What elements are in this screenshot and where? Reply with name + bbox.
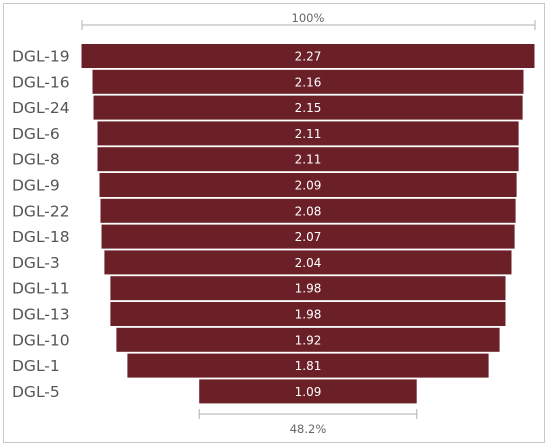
category-label: DGL-9 [12, 177, 60, 195]
funnel-bar-dgl-3[interactable] [104, 250, 512, 275]
category-label: DGL-6 [12, 125, 60, 143]
funnel-bar-dgl-11[interactable] [110, 276, 506, 301]
bar-value-label: 2.15 [295, 101, 322, 115]
funnel-bar-dgl-9[interactable] [99, 173, 517, 197]
funnel-bar-dgl-1[interactable] [127, 353, 489, 378]
bar-value-label: 2.11 [295, 127, 322, 141]
category-label: DGL-1 [12, 357, 60, 375]
funnel-bar-dgl-19[interactable] [81, 44, 535, 68]
funnel-bar-dgl-5[interactable] [199, 379, 417, 404]
bar-value-label: 2.08 [295, 204, 322, 218]
funnel-bar-dgl-10[interactable] [116, 327, 500, 352]
category-label: DGL-11 [12, 280, 70, 298]
category-label: DGL-18 [12, 228, 70, 246]
funnel-bar-dgl-22[interactable] [100, 198, 516, 223]
funnel-bar-dgl-24[interactable] [93, 95, 523, 120]
category-label: DGL-22 [12, 202, 70, 220]
category-label: DGL-19 [12, 48, 70, 66]
bar-value-label: 1.98 [295, 308, 322, 322]
funnel-bar-dgl-8[interactable] [97, 147, 519, 172]
top-percent-label: 100% [292, 11, 325, 25]
bar-value-label: 2.27 [295, 50, 322, 64]
bar-value-label: 1.09 [295, 385, 322, 399]
category-label: DGL-8 [12, 151, 60, 169]
bar-value-label: 2.04 [295, 256, 322, 270]
bar-value-label: 2.11 [295, 153, 322, 167]
bar-value-label: 1.98 [295, 282, 322, 296]
bottom-percent-ruler: 48.2% [198, 409, 418, 436]
bar-value-label: 2.09 [295, 179, 322, 193]
funnel-bar-dgl-13[interactable] [110, 302, 506, 326]
category-label: DGL-10 [12, 331, 70, 349]
category-label: DGL-24 [12, 99, 70, 117]
top-percent-ruler: 100% [81, 11, 536, 30]
category-label: DGL-16 [12, 73, 70, 91]
funnel-bar-dgl-6[interactable] [97, 121, 519, 146]
bar-value-label: 2.16 [295, 75, 322, 89]
bar-value-label: 2.07 [295, 230, 322, 244]
bars-group: 2.27 DGL-19 2.16 DGL-16 2.15 DGL-24 2.11 DGL-6 2… [12, 44, 535, 404]
bar-value-label: 1.81 [295, 359, 322, 373]
bar-value-label: 1.92 [295, 333, 322, 347]
funnel-bar-dgl-16[interactable] [92, 69, 524, 94]
category-label: DGL-5 [12, 383, 60, 401]
category-label: DGL-13 [12, 306, 70, 324]
bottom-percent-label: 48.2% [290, 422, 327, 436]
funnel-bar-dgl-18[interactable] [101, 224, 515, 249]
category-label: DGL-3 [12, 254, 60, 272]
